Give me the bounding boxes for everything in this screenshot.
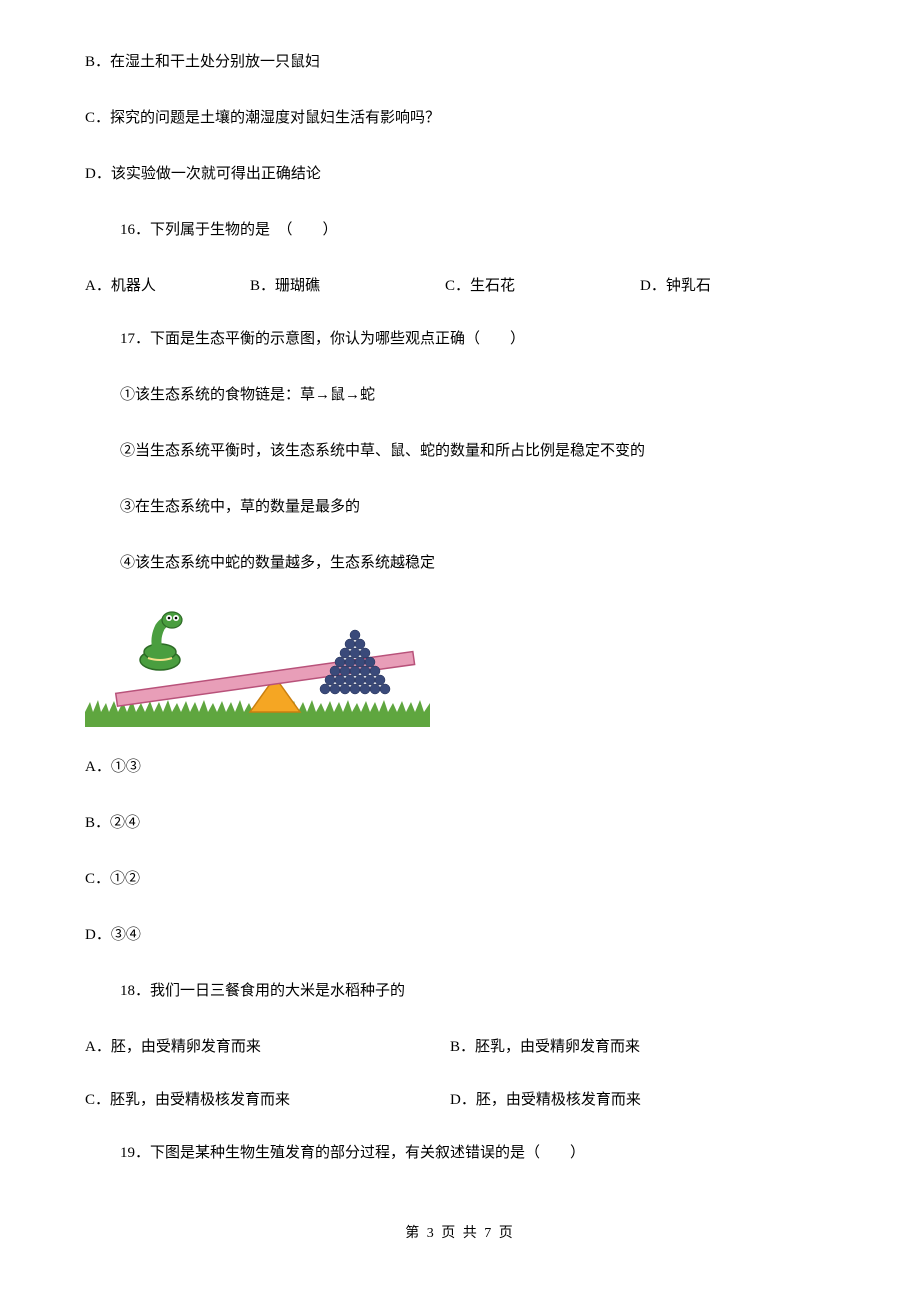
q17-statement-3: ③在生态系统中，草的数量是最多的 (85, 495, 835, 519)
q17-statement-1: ①该生态系统的食物链是：草→鼠→蛇 (85, 383, 835, 407)
seesaw-diagram (85, 607, 430, 727)
q17-opt-c: C．①② (85, 867, 835, 891)
q16-opt-b: B．珊瑚礁 (250, 274, 445, 295)
option-b: B．在湿土和干土处分别放一只鼠妇 (85, 50, 835, 74)
q17-opt-d: D．③④ (85, 923, 835, 947)
snake (140, 612, 182, 670)
question-19: 19．下图是某种生物生殖发育的部分过程，有关叙述错误的是（ ） (85, 1141, 835, 1165)
q18-opt-b: B．胚乳，由受精卵发育而来 (450, 1035, 640, 1056)
question-18: 18．我们一日三餐食用的大米是水稻种子的 (85, 979, 835, 1003)
q17-opt-a: A．①③ (85, 755, 835, 779)
question-16: 16．下列属于生物的是 （ ） (85, 218, 835, 242)
q18-options-row1: A．胚，由受精卵发育而来 B．胚乳，由受精卵发育而来 (85, 1035, 835, 1056)
q17-statement-4: ④该生态系统中蛇的数量越多，生态系统越稳定 (85, 551, 835, 575)
q17-opt-b: B．②④ (85, 811, 835, 835)
q16-opt-d: D．钟乳石 (640, 274, 711, 295)
q18-opt-c: C．胚乳，由受精极核发育而来 (85, 1088, 450, 1109)
q18-opt-d: D．胚，由受精极核发育而来 (450, 1088, 641, 1109)
option-d: D．该实验做一次就可得出正确结论 (85, 162, 835, 186)
q16-opt-c: C．生石花 (445, 274, 640, 295)
q16-options: A．机器人 B．珊瑚礁 C．生石花 D．钟乳石 (85, 274, 835, 295)
question-17: 17．下面是生态平衡的示意图，你认为哪些观点正确（ ） (85, 327, 835, 351)
q18-opt-a: A．胚，由受精卵发育而来 (85, 1035, 450, 1056)
page-footer: 第 3 页 共 7 页 (0, 1222, 920, 1242)
q17-statement-2: ②当生态系统平衡时，该生态系统中草、鼠、蛇的数量和所占比例是稳定不变的 (85, 439, 835, 463)
seesaw-svg (85, 607, 430, 727)
q16-opt-a: A．机器人 (85, 274, 250, 295)
option-c: C．探究的问题是土壤的潮湿度对鼠妇生活有影响吗？ (85, 106, 835, 130)
q18-options-row2: C．胚乳，由受精极核发育而来 D．胚，由受精极核发育而来 (85, 1088, 835, 1109)
